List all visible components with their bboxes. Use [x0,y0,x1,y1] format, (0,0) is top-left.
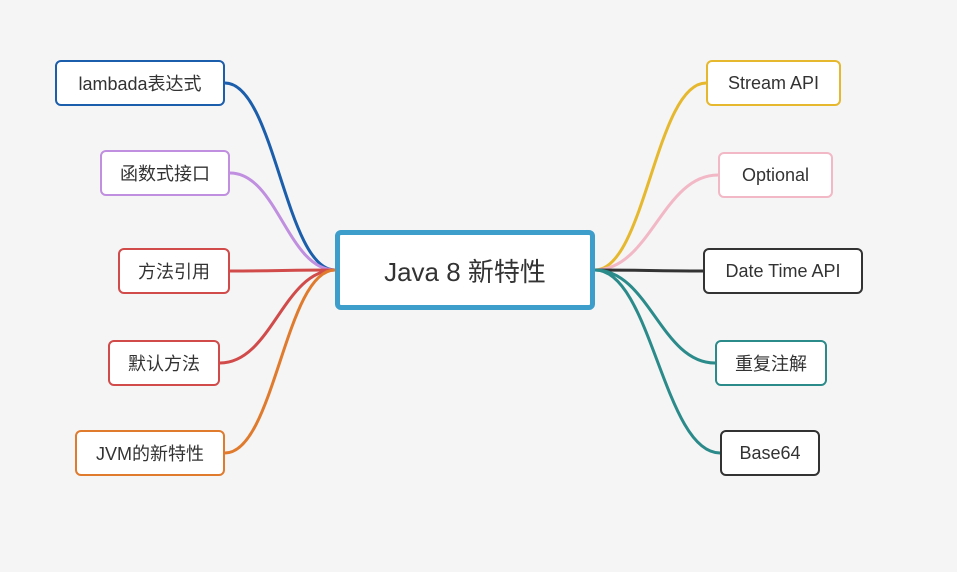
edge-right-0 [595,83,706,270]
right-node-4: Base64 [720,430,820,476]
left-node-1: 函数式接口 [100,150,230,196]
right-node-1: Optional [718,152,833,198]
center-node: Java 8 新特性 [335,230,595,310]
right-node-label: Base64 [739,443,800,464]
right-node-label: Date Time API [725,261,840,282]
left-node-2: 方法引用 [118,248,230,294]
edge-right-2 [595,270,703,271]
left-node-label: 函数式接口 [120,160,210,186]
center-label: Java 8 新特性 [384,252,546,289]
left-node-label: 默认方法 [128,350,200,376]
right-node-label: Optional [742,165,809,186]
edge-right-1 [595,175,718,270]
edge-left-3 [220,270,335,363]
edge-right-3 [595,270,715,363]
right-node-3: 重复注解 [715,340,827,386]
left-node-label: JVM的新特性 [96,440,204,466]
edge-left-2 [230,270,335,271]
left-node-3: 默认方法 [108,340,220,386]
left-node-0: lambada表达式 [55,60,225,106]
right-node-0: Stream API [706,60,841,106]
left-node-4: JVM的新特性 [75,430,225,476]
edge-right-4 [595,270,720,453]
left-node-label: lambada表达式 [78,70,201,96]
right-node-label: Stream API [728,73,819,94]
right-node-label: 重复注解 [735,350,807,376]
right-node-2: Date Time API [703,248,863,294]
edge-left-0 [225,83,335,270]
edge-left-1 [230,173,335,270]
left-node-label: 方法引用 [138,258,210,284]
edge-left-4 [225,270,335,453]
